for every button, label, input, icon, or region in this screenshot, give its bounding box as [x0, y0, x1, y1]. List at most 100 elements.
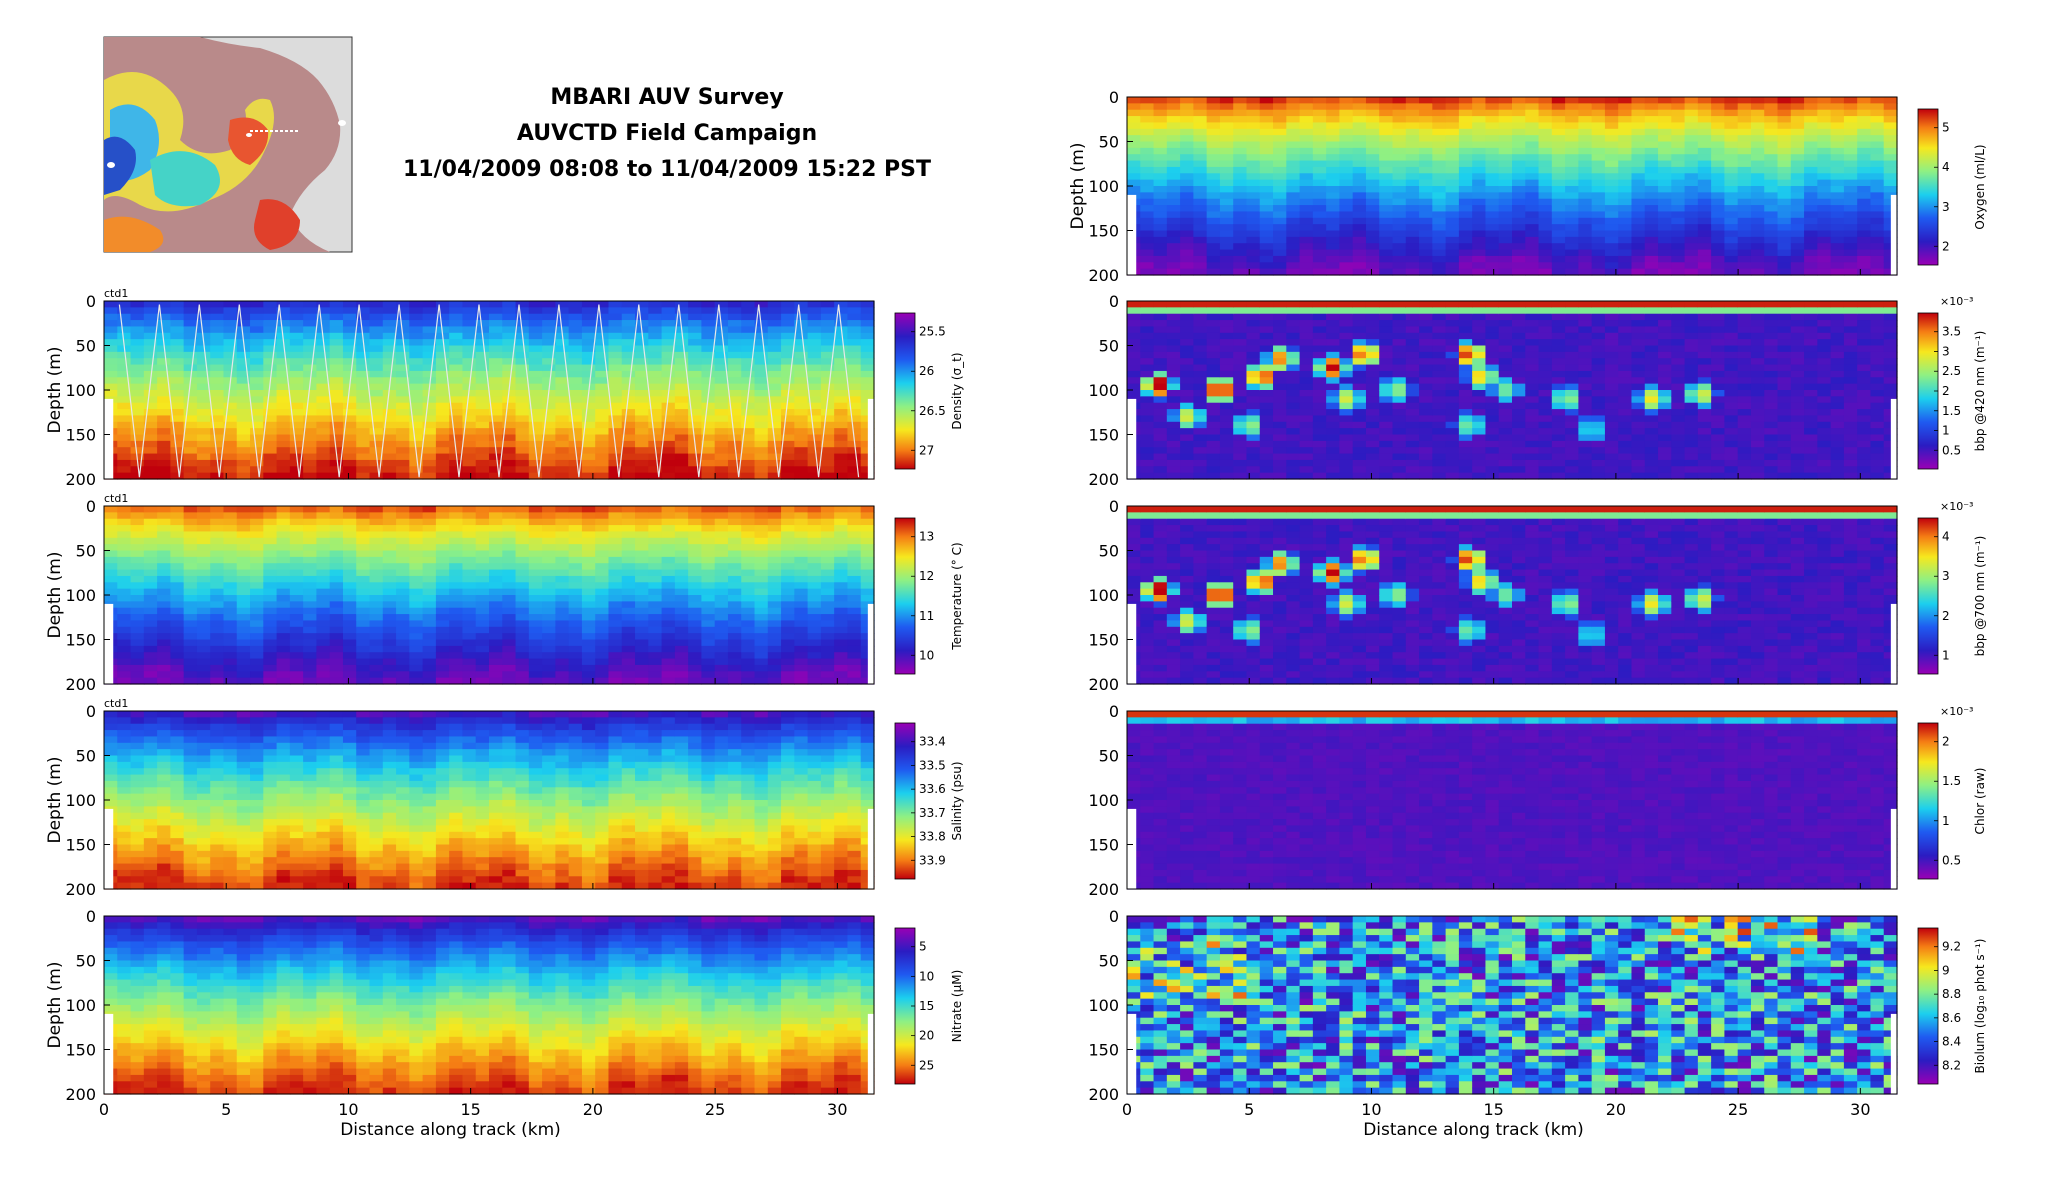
- salinity-cell: [475, 869, 490, 877]
- salinity-cell: [688, 819, 703, 827]
- salinity-cell: [236, 831, 251, 839]
- temperature-cell: [263, 575, 278, 583]
- temperature-cell: [794, 563, 809, 571]
- salinity-cell: [422, 761, 437, 769]
- density-cell: [595, 453, 610, 461]
- temperature-cell: [369, 506, 384, 513]
- salinity-cell: [635, 768, 649, 776]
- salinity-cell: [210, 819, 225, 827]
- salinity-cell: [847, 825, 862, 833]
- density-cell: [727, 396, 742, 404]
- density-cell: [422, 370, 437, 378]
- density-cell: [157, 428, 171, 436]
- density-cell: [369, 364, 384, 372]
- density-cell: [409, 307, 424, 315]
- density-cell: [435, 313, 450, 321]
- density-cell: [435, 453, 450, 461]
- salinity-cell: [356, 806, 371, 814]
- temperature-cell: [555, 677, 570, 685]
- salinity-cell: [183, 723, 198, 731]
- salinity-cell: [289, 717, 304, 725]
- salinity-cell: [170, 780, 185, 788]
- temperature-cell: [661, 677, 676, 685]
- temperature-cell: [117, 620, 132, 628]
- temperature-cell: [382, 588, 397, 596]
- salinity-cell: [369, 876, 384, 884]
- temperature-cell: [210, 582, 225, 590]
- temperature-cell: [263, 664, 278, 672]
- temperature-cell: [329, 645, 344, 653]
- salinity-cell: [409, 882, 424, 890]
- density-cell: [741, 421, 756, 429]
- density-cell: [409, 332, 424, 340]
- temperature-cell: [356, 620, 371, 628]
- temperature-cell: [834, 506, 849, 513]
- salinity-cell: [489, 768, 503, 776]
- density-cell: [223, 472, 238, 480]
- salinity-cell: [807, 850, 822, 858]
- temperature-cell: [860, 563, 875, 571]
- salinity-cell: [754, 844, 769, 852]
- salinity-cell: [250, 768, 264, 776]
- density-cell: [435, 364, 450, 372]
- density-cell: [369, 390, 384, 397]
- density-cell: [143, 301, 158, 308]
- temperature-cell: [714, 563, 729, 571]
- density-cell: [767, 459, 782, 467]
- temperature-cell: [316, 633, 331, 641]
- density-cell: [621, 440, 636, 448]
- salinity-cell: [236, 876, 251, 884]
- salinity-cell: [502, 869, 517, 877]
- salinity-cell: [767, 844, 782, 852]
- salinity-cell: [369, 723, 384, 731]
- salinity-cell: [276, 869, 291, 877]
- temperature-cell: [608, 677, 623, 685]
- density-cell: [581, 447, 596, 455]
- temperature-cell: [502, 518, 517, 526]
- density-cell: [608, 370, 623, 378]
- temperature-cell: [621, 677, 636, 685]
- salinity-cell: [741, 800, 756, 807]
- salinity-cell: [834, 869, 849, 877]
- temperature-cell: [475, 563, 490, 571]
- temperature-cell: [528, 563, 543, 571]
- temperature-cell: [289, 595, 304, 602]
- salinity-cell: [183, 736, 198, 744]
- density-cell: [741, 358, 756, 366]
- temperature-cell: [130, 512, 145, 520]
- salinity-cell: [342, 711, 357, 718]
- temperature-cell: [210, 569, 225, 577]
- temperature-cell: [475, 550, 490, 558]
- salinity-cell: [489, 793, 503, 801]
- salinity-cell: [475, 876, 490, 884]
- temperature-cell: [727, 569, 742, 577]
- density-cell: [794, 307, 809, 315]
- salinity-cell: [170, 768, 185, 776]
- density-cell: [635, 472, 649, 480]
- density-cell: [303, 396, 318, 404]
- density-cell: [515, 453, 530, 461]
- temperature-cell: [688, 645, 703, 653]
- density-cell: [754, 370, 769, 378]
- salinity-cell: [316, 863, 331, 871]
- salinity-cell: [674, 850, 689, 858]
- temperature-cell: [860, 512, 875, 520]
- density-cell: [661, 345, 676, 353]
- salinity-cell: [409, 869, 424, 877]
- salinity-cell: [834, 806, 849, 814]
- temperature-cell: [236, 518, 251, 526]
- salinity-cell: [714, 825, 729, 833]
- temperature-cell: [196, 537, 211, 545]
- salinity-cell: [276, 838, 291, 846]
- temperature-cell: [807, 633, 822, 641]
- salinity-cell: [104, 774, 118, 782]
- density-cell: [382, 351, 397, 359]
- salinity-cell: [117, 742, 132, 750]
- temperature-cell: [674, 639, 689, 647]
- temperature-cell: [170, 550, 185, 558]
- density-cell: [356, 351, 371, 359]
- salinity-cell: [661, 857, 676, 865]
- density-cell: [794, 466, 809, 474]
- salinity-cell: [820, 717, 835, 725]
- salinity-cell: [303, 831, 318, 839]
